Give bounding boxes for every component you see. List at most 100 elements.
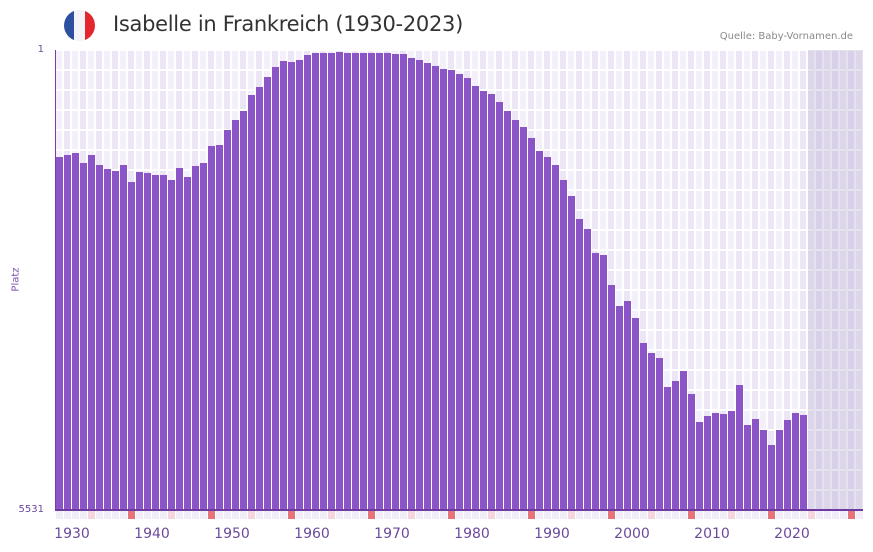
y-axis-line: [55, 50, 56, 510]
bar-1964[interactable]: [328, 53, 335, 510]
bar-1946[interactable]: [184, 176, 191, 510]
bar-2012[interactable]: [712, 412, 719, 510]
bar-1958[interactable]: [280, 61, 287, 510]
bar-1949[interactable]: [208, 146, 215, 510]
bar-2013[interactable]: [720, 413, 727, 510]
bar-1986[interactable]: [504, 111, 511, 510]
bar-1995[interactable]: [576, 219, 583, 510]
bar-1971[interactable]: [384, 53, 391, 510]
year-marker-2025: [816, 511, 823, 519]
bar-2003[interactable]: [640, 342, 647, 510]
bar-2021[interactable]: [784, 419, 791, 510]
bar-1982[interactable]: [472, 86, 479, 510]
bar-2000[interactable]: [616, 305, 623, 510]
bar-2004[interactable]: [648, 352, 655, 510]
bar-1997[interactable]: [592, 252, 599, 510]
bar-1955[interactable]: [256, 87, 263, 510]
bar-1988[interactable]: [520, 127, 527, 510]
bar-1943[interactable]: [160, 174, 167, 510]
bar-1942[interactable]: [152, 174, 159, 510]
bar-1945[interactable]: [176, 167, 183, 510]
bar-1968[interactable]: [360, 53, 367, 510]
bar-1974[interactable]: [408, 58, 415, 510]
bar-1991[interactable]: [544, 156, 551, 510]
year-marker-1939: [128, 511, 135, 519]
bar-2008[interactable]: [680, 370, 687, 510]
bar-1981[interactable]: [464, 78, 471, 510]
bar-1992[interactable]: [552, 164, 559, 510]
bar-1962[interactable]: [312, 53, 319, 510]
bar-1948[interactable]: [200, 162, 207, 510]
bar-1984[interactable]: [488, 94, 495, 510]
bar-1933[interactable]: [80, 162, 87, 510]
bar-2015[interactable]: [736, 384, 743, 510]
bar-2023[interactable]: [800, 414, 807, 510]
bar-1931[interactable]: [64, 154, 71, 510]
bar-1950[interactable]: [216, 145, 223, 510]
bar-1973[interactable]: [400, 54, 407, 510]
bar-2019[interactable]: [768, 444, 775, 510]
bar-1987[interactable]: [512, 120, 519, 510]
bar-1951[interactable]: [224, 130, 231, 510]
bar-1930[interactable]: [56, 156, 63, 510]
bar-1938[interactable]: [120, 164, 127, 510]
bar-1989[interactable]: [528, 137, 535, 510]
bar-2011[interactable]: [704, 415, 711, 510]
bar-2017[interactable]: [752, 418, 759, 510]
bar-1932[interactable]: [72, 152, 79, 510]
bar-1935[interactable]: [96, 164, 103, 510]
bar-2009[interactable]: [688, 393, 695, 510]
bar-1985[interactable]: [496, 102, 503, 510]
bar-2002[interactable]: [632, 317, 639, 510]
bar-1944[interactable]: [168, 179, 175, 510]
bar-2001[interactable]: [624, 300, 631, 510]
bar-1972[interactable]: [392, 54, 399, 510]
year-marker-1971: [384, 511, 391, 519]
bar-2016[interactable]: [744, 424, 751, 510]
bar-1956[interactable]: [264, 77, 271, 510]
bar-1975[interactable]: [416, 60, 423, 510]
bar-1939[interactable]: [128, 181, 135, 510]
bar-1996[interactable]: [584, 229, 591, 510]
bar-1999[interactable]: [608, 285, 615, 510]
bar-1990[interactable]: [536, 150, 543, 510]
bar-1977[interactable]: [432, 66, 439, 510]
bar-1994[interactable]: [568, 196, 575, 510]
bar-1947[interactable]: [192, 165, 199, 510]
y-tick-bottom: 5531: [18, 504, 44, 515]
bar-1961[interactable]: [304, 55, 311, 510]
bar-1980[interactable]: [456, 74, 463, 510]
bar-2020[interactable]: [776, 429, 783, 510]
bar-2022[interactable]: [792, 412, 799, 510]
bar-1978[interactable]: [440, 69, 447, 510]
bar-1940[interactable]: [136, 171, 143, 510]
bar-1941[interactable]: [144, 172, 151, 510]
bar-1963[interactable]: [320, 53, 327, 510]
bar-1967[interactable]: [352, 53, 359, 510]
bar-1969[interactable]: [368, 53, 375, 510]
bar-1970[interactable]: [376, 53, 383, 510]
bar-1954[interactable]: [248, 95, 255, 510]
bar-2014[interactable]: [728, 410, 735, 510]
bar-2005[interactable]: [656, 357, 663, 510]
bar-1957[interactable]: [272, 67, 279, 510]
bar-2018[interactable]: [760, 429, 767, 510]
bar-2006[interactable]: [664, 386, 671, 510]
bar-1952[interactable]: [232, 120, 239, 510]
bar-1993[interactable]: [560, 179, 567, 510]
bar-1983[interactable]: [480, 91, 487, 510]
bar-1998[interactable]: [600, 255, 607, 510]
bar-1960[interactable]: [296, 60, 303, 510]
bar-1934[interactable]: [88, 154, 95, 510]
bar-1959[interactable]: [288, 62, 295, 510]
bar-1936[interactable]: [104, 168, 111, 510]
bar-1937[interactable]: [112, 170, 119, 510]
bar-1953[interactable]: [240, 111, 247, 510]
bar-1965[interactable]: [336, 52, 343, 510]
bar-2010[interactable]: [696, 421, 703, 510]
bar-1966[interactable]: [344, 53, 351, 510]
bar-1979[interactable]: [448, 70, 455, 510]
bar-1976[interactable]: [424, 63, 431, 510]
bar-2007[interactable]: [672, 380, 679, 510]
year-marker-1979: [448, 511, 455, 519]
